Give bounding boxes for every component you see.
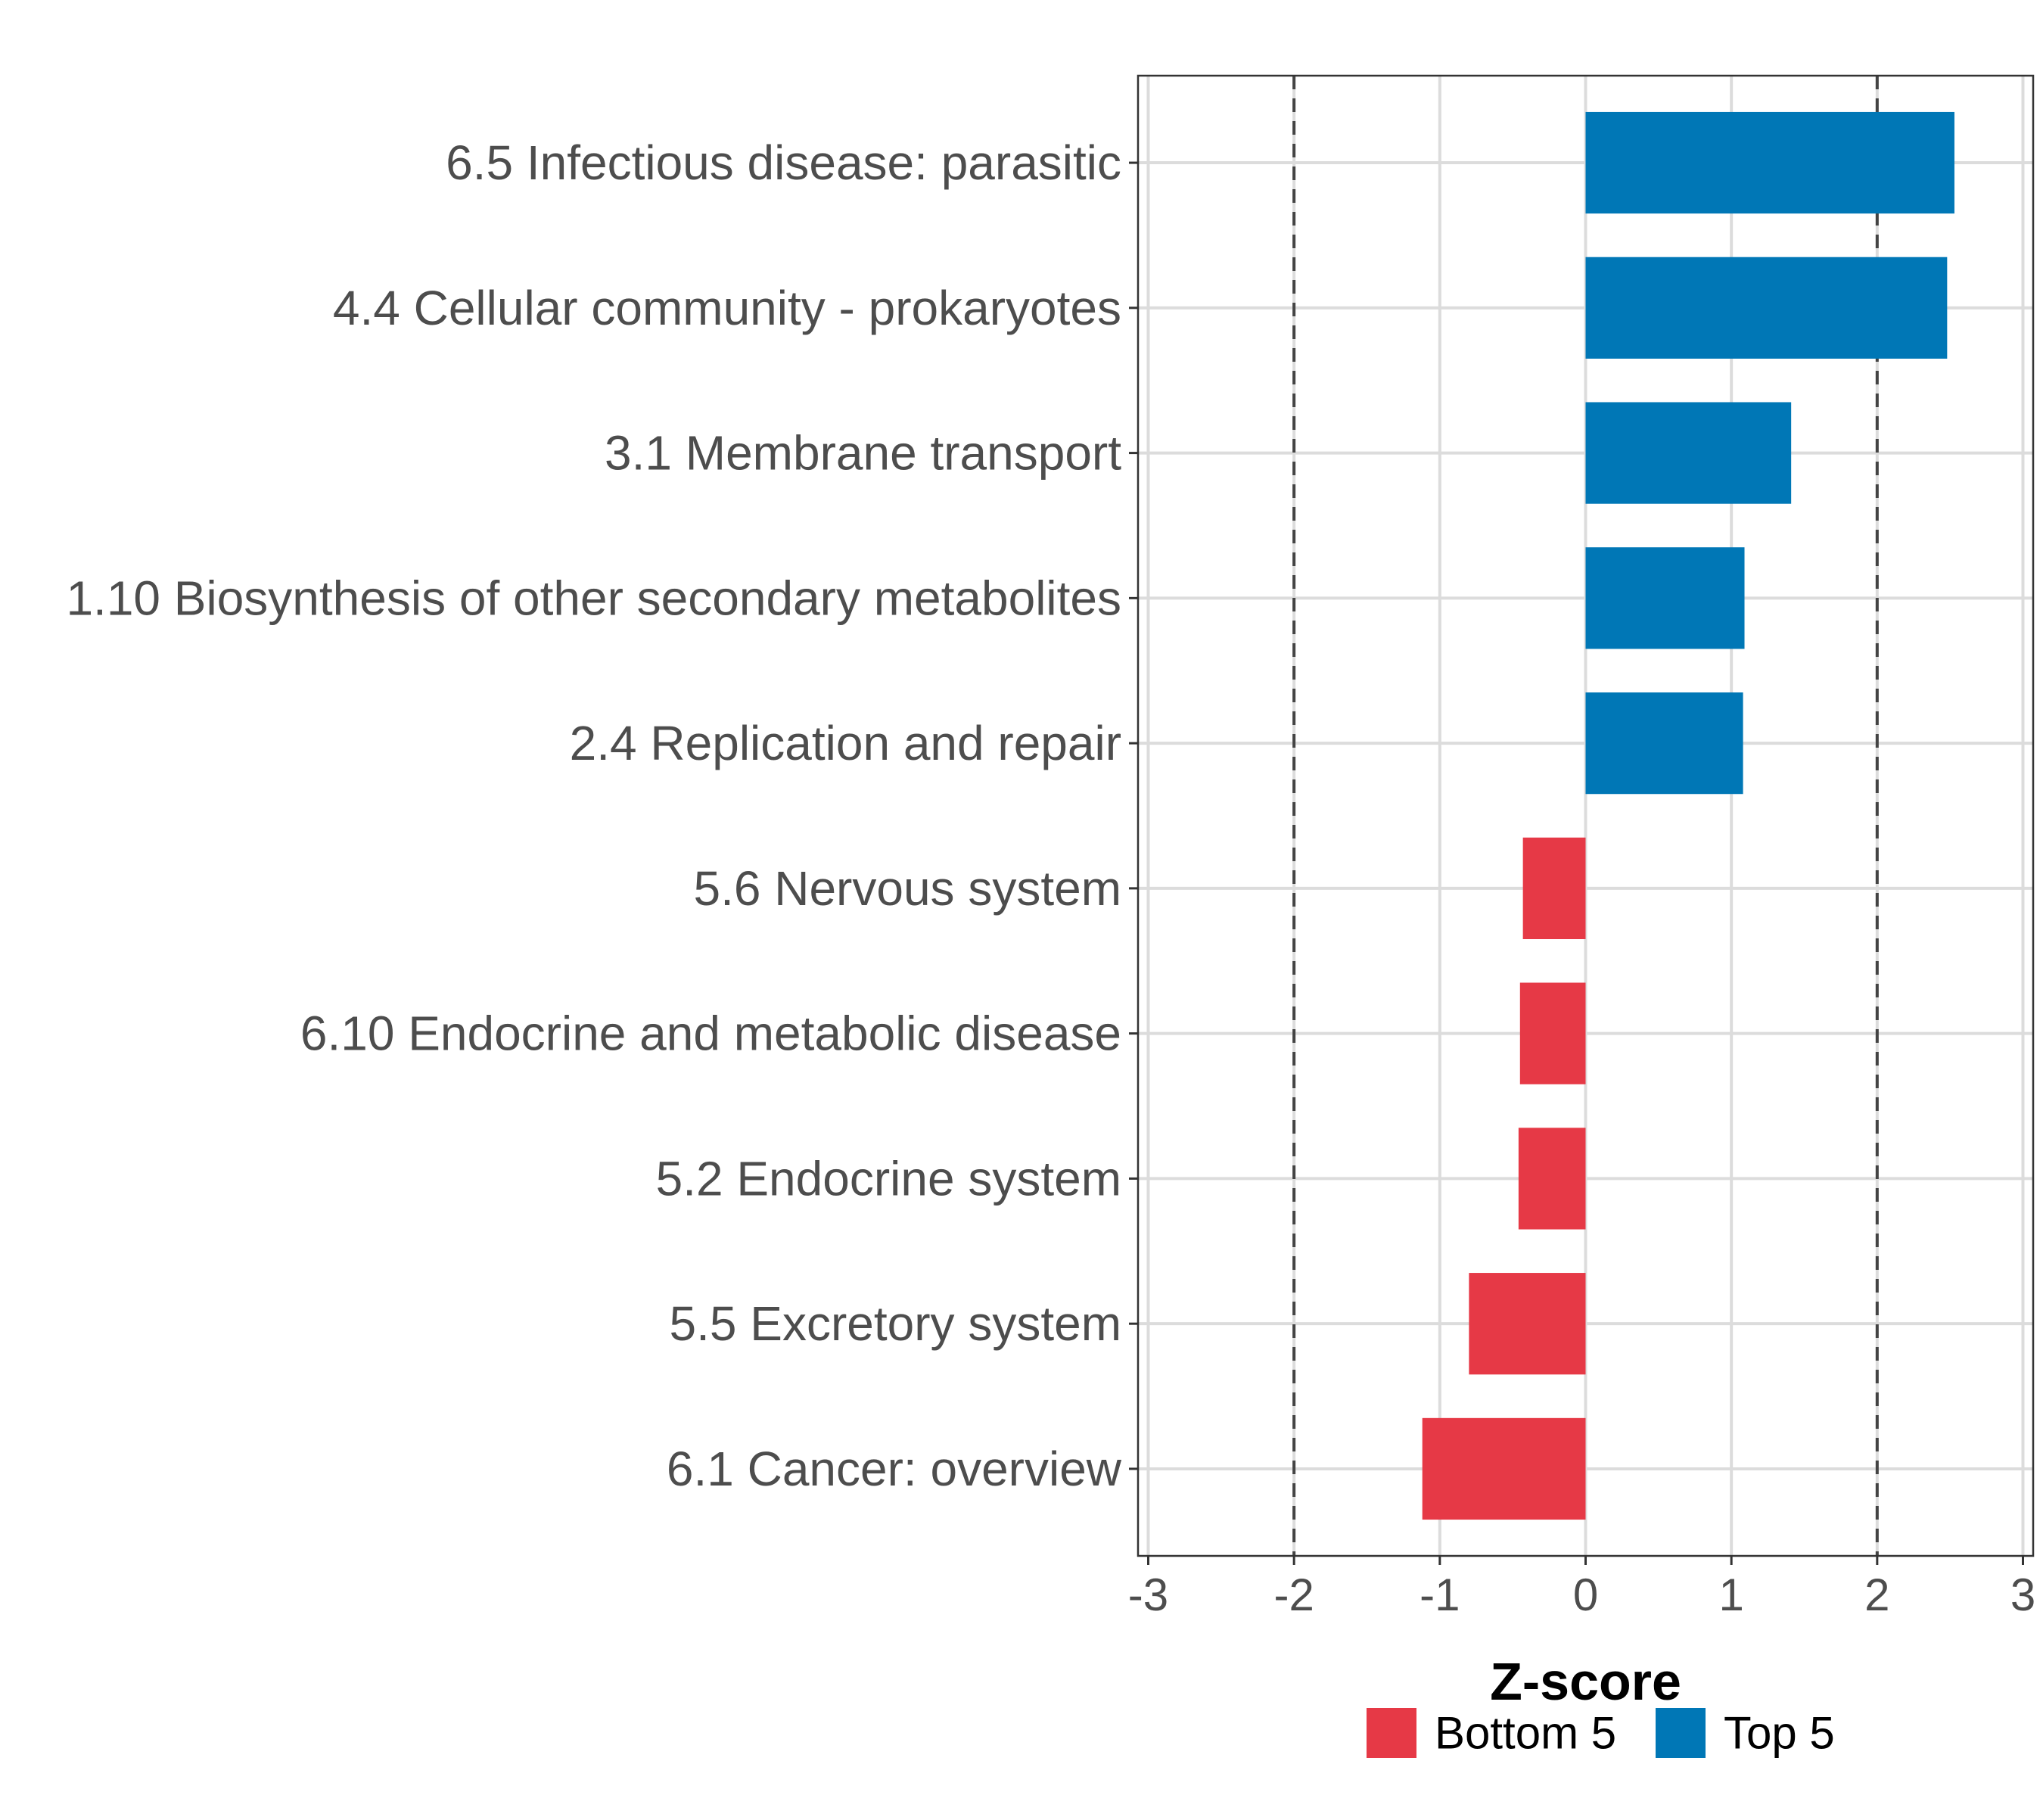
category-label: 1.10 Biosynthesis of other secondary met… bbox=[66, 571, 1121, 625]
x-tick-label: -3 bbox=[1128, 1570, 1168, 1620]
category-label: 6.1 Cancer: overview bbox=[667, 1442, 1122, 1496]
bar bbox=[1585, 692, 1743, 795]
x-tick-label: 0 bbox=[1573, 1570, 1598, 1620]
bar bbox=[1585, 111, 1954, 214]
category-label: 3.1 Membrane transport bbox=[605, 426, 1121, 481]
x-tick-label: -2 bbox=[1273, 1570, 1314, 1620]
x-tick-label: 3 bbox=[2010, 1570, 2035, 1620]
category-label: 2.4 Replication and repair bbox=[570, 716, 1121, 770]
legend: Bottom 5 Top 5 bbox=[1367, 1708, 1835, 1759]
bar bbox=[1518, 1128, 1586, 1230]
legend-swatch bbox=[1656, 1708, 1706, 1758]
axis-ticks bbox=[1129, 161, 2025, 1565]
x-tick-label: -1 bbox=[1420, 1570, 1460, 1620]
bar bbox=[1519, 982, 1586, 1084]
category-labels: 6.5 Infectious disease: parasitic 4.4 Cel… bbox=[66, 135, 2035, 1620]
bar bbox=[1585, 257, 1948, 359]
bar bbox=[1585, 402, 1792, 504]
legend-label: Top 5 bbox=[1724, 1708, 1835, 1759]
bars bbox=[1422, 111, 1954, 1520]
legend-label: Bottom 5 bbox=[1435, 1708, 1616, 1759]
x-tick-label: 1 bbox=[1718, 1570, 1743, 1620]
category-label: 5.5 Excretory system bbox=[670, 1296, 1122, 1351]
category-label: 5.2 Endocrine system bbox=[656, 1151, 1121, 1206]
legend-swatch bbox=[1367, 1708, 1416, 1758]
category-label: 6.5 Infectious disease: parasitic bbox=[446, 135, 1121, 190]
x-axis-title: Z-score bbox=[1490, 1652, 1681, 1711]
bar bbox=[1469, 1273, 1586, 1375]
category-label: 5.6 Nervous system bbox=[693, 861, 1121, 916]
bar bbox=[1585, 547, 1745, 649]
x-tick-label: 2 bbox=[1864, 1570, 1889, 1620]
reference-lines bbox=[1292, 76, 1879, 1556]
bar bbox=[1522, 837, 1586, 939]
bar bbox=[1422, 1417, 1586, 1520]
category-label: 6.10 Endocrine and metabolic disease bbox=[300, 1006, 1121, 1061]
category-label: 4.4 Cellular community - prokaryotes bbox=[333, 281, 1121, 335]
